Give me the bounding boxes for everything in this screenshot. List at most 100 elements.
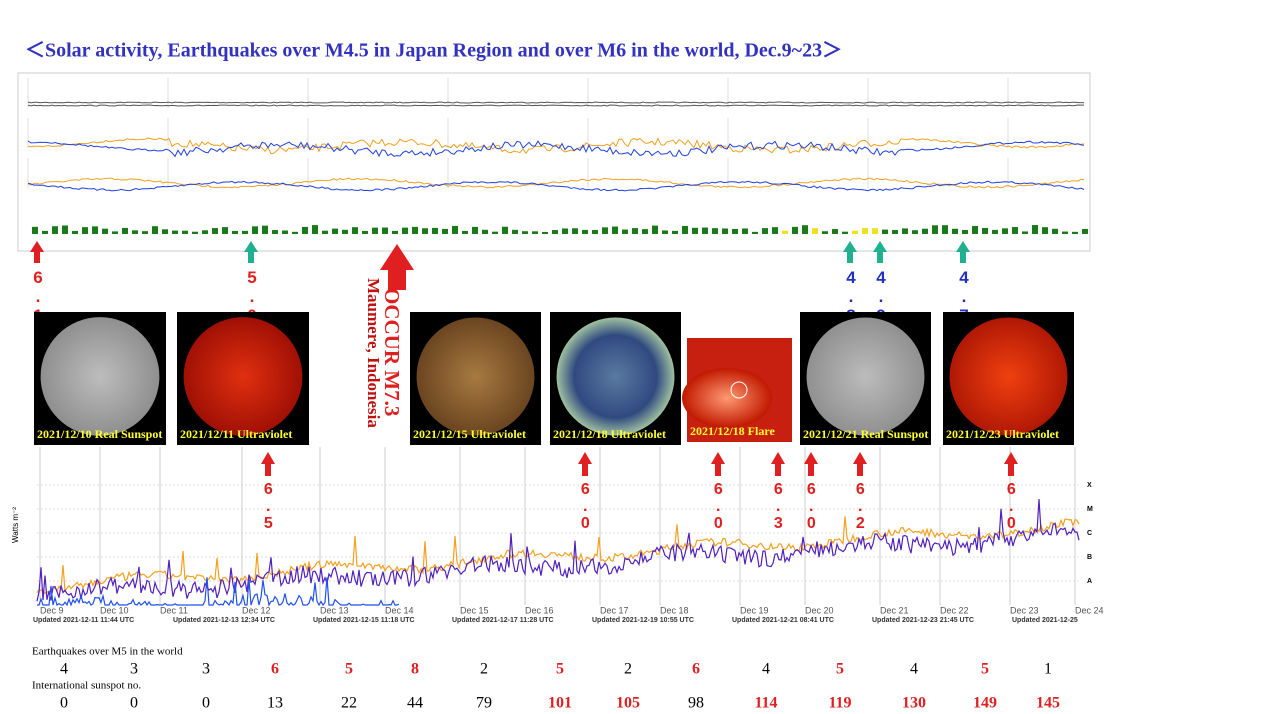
occur-title: OCCUR M7.3 bbox=[380, 288, 404, 416]
kp-bar bbox=[372, 227, 378, 234]
marker-label: 6.0 bbox=[710, 481, 727, 532]
kp-bar bbox=[1002, 228, 1008, 234]
updated-label: Updated 2021-12-13 12:34 UTC bbox=[173, 617, 275, 624]
kp-bar bbox=[242, 230, 248, 234]
kp-bar bbox=[82, 227, 88, 234]
panel-line bbox=[27, 177, 1085, 189]
marker-label: 6.5 bbox=[260, 481, 277, 532]
kp-bar bbox=[262, 225, 268, 234]
panel-line bbox=[27, 180, 1085, 192]
row-label: Earthquakes over M5 in the world bbox=[32, 646, 183, 658]
kp-bar bbox=[982, 227, 988, 234]
kp-bar bbox=[422, 228, 428, 234]
arrow bbox=[578, 452, 592, 476]
updated-label: Updated 2021-12-19 10:55 UTC bbox=[592, 617, 694, 624]
kp-bar bbox=[472, 226, 478, 234]
kp-bar bbox=[462, 230, 468, 234]
kp-bar bbox=[572, 228, 578, 234]
kp-bar bbox=[52, 226, 58, 234]
cell: 2 bbox=[624, 661, 632, 678]
kp-bar bbox=[302, 226, 308, 234]
kp-bar bbox=[762, 228, 768, 234]
panel-line bbox=[27, 137, 1085, 155]
date-label: Dec 13 bbox=[320, 605, 349, 615]
y-axis-label: Watts m⁻² bbox=[11, 507, 20, 543]
kp-bar bbox=[782, 230, 788, 234]
kp-bar bbox=[192, 231, 198, 234]
kp-bar bbox=[402, 227, 408, 234]
date-label: Dec 20 bbox=[805, 605, 834, 615]
flux-line bbox=[37, 577, 400, 607]
arrow bbox=[244, 241, 258, 263]
flux-line bbox=[36, 499, 1080, 602]
sun bbox=[416, 317, 535, 436]
class-label: A bbox=[1087, 578, 1092, 585]
arrow bbox=[873, 241, 887, 263]
kp-bar bbox=[452, 225, 458, 234]
kp-bar bbox=[672, 230, 678, 234]
date-label: Dec 16 bbox=[525, 605, 554, 615]
occur-place: Maumere, Indonesia bbox=[364, 278, 383, 428]
cell: 3 bbox=[130, 661, 138, 678]
kp-bar bbox=[712, 228, 718, 234]
panel-line bbox=[27, 104, 1084, 107]
kp-bar bbox=[1042, 227, 1048, 234]
kp-bar bbox=[362, 230, 368, 234]
kp-bar bbox=[72, 230, 78, 234]
kp-bar bbox=[522, 231, 528, 234]
kp-bar bbox=[632, 228, 638, 234]
kp-bar bbox=[222, 227, 228, 234]
image-caption: 2021/12/15 Ultraviolet bbox=[413, 427, 526, 441]
kp-bar bbox=[642, 229, 648, 234]
cell: 5 bbox=[556, 661, 564, 678]
sun bbox=[40, 317, 160, 436]
kp-bar bbox=[892, 230, 898, 234]
cell: 114 bbox=[754, 695, 777, 712]
kp-bar bbox=[1052, 228, 1058, 234]
kp-bar bbox=[852, 230, 858, 234]
kp-bar bbox=[592, 229, 598, 234]
kp-bar bbox=[162, 229, 168, 234]
kp-bar bbox=[132, 230, 138, 234]
kp-bar bbox=[32, 226, 38, 234]
kp-bar bbox=[702, 227, 708, 234]
kp-bar bbox=[622, 229, 628, 234]
arrow bbox=[843, 241, 857, 263]
row-label: International sunspot no. bbox=[32, 680, 141, 692]
kp-bar bbox=[792, 226, 798, 234]
kp-bar bbox=[542, 231, 548, 234]
date-label: Dec 12 bbox=[242, 605, 271, 615]
image-caption: 2021/12/18 Flare bbox=[690, 424, 775, 438]
updated-label: Updated 2021-12-25 bbox=[1012, 617, 1078, 624]
arrow bbox=[30, 241, 44, 263]
kp-bar bbox=[272, 230, 278, 234]
kp-bar bbox=[942, 225, 948, 234]
sun bbox=[949, 317, 1068, 436]
date-label: Dec 21 bbox=[880, 605, 909, 615]
cell: 0 bbox=[130, 695, 138, 712]
kp-bar bbox=[342, 229, 348, 234]
kp-bar bbox=[212, 228, 218, 234]
arrow bbox=[804, 452, 818, 476]
arrow bbox=[771, 452, 785, 476]
date-label: Dec 17 bbox=[600, 605, 629, 615]
kp-bar bbox=[502, 226, 508, 234]
marker-label: 6.0 bbox=[803, 481, 820, 532]
cell: 2 bbox=[480, 661, 488, 678]
marker-label: 6.0 bbox=[1003, 481, 1020, 532]
kp-bar bbox=[602, 227, 608, 234]
kp-bar bbox=[682, 225, 688, 234]
kp-bar bbox=[822, 231, 828, 234]
kp-bar bbox=[742, 228, 748, 234]
cell: 145 bbox=[1036, 695, 1060, 712]
kp-bar bbox=[1082, 228, 1088, 234]
cell: 105 bbox=[616, 695, 640, 712]
kp-bar bbox=[752, 231, 758, 234]
cell: 130 bbox=[902, 695, 926, 712]
cell: 79 bbox=[476, 695, 492, 712]
cell: 22 bbox=[341, 695, 357, 712]
marker-label: 4.8 bbox=[842, 268, 861, 325]
kp-bar bbox=[322, 230, 328, 234]
date-label: Dec 19 bbox=[740, 605, 769, 615]
marker-label: 6.1 bbox=[29, 268, 48, 325]
